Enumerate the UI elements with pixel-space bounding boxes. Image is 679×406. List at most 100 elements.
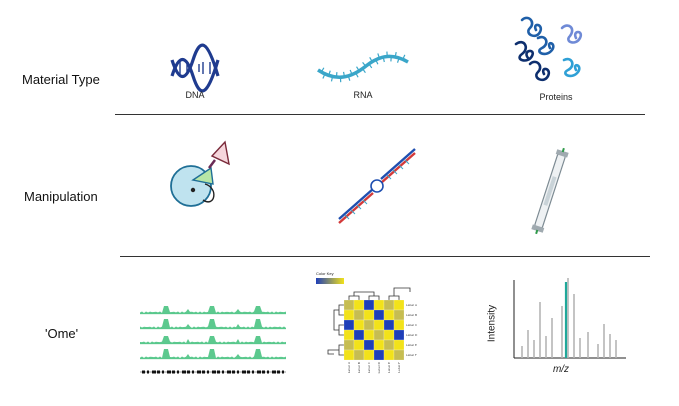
gene-exon — [157, 370, 160, 374]
heatmap-row-label: Label F — [406, 353, 417, 357]
gene-exon — [252, 370, 254, 374]
divider-bottom — [120, 256, 650, 257]
rna-base-tick — [377, 53, 381, 59]
heatmap-cell — [373, 299, 385, 311]
mass-spectrum — [513, 278, 626, 359]
rna-base-tick — [322, 73, 326, 79]
row-label-manipulation: Manipulation — [24, 189, 98, 204]
rna-base-tick — [375, 59, 379, 65]
gene-exon — [147, 370, 149, 374]
heatmap-cell — [363, 329, 375, 341]
heatmap-cell — [383, 319, 395, 331]
heatmap-cell — [353, 329, 365, 341]
heatmap-row-label: Label C — [406, 323, 417, 327]
rna-base-tick — [402, 54, 406, 60]
rna-base-tick — [382, 56, 385, 63]
heatmap-cell — [363, 339, 375, 351]
heatmap-row-label: Label E — [406, 343, 417, 347]
plasmid-vector-icon — [170, 140, 230, 207]
mass-spec-xlabel: m/z — [552, 364, 570, 375]
rna-base-tick — [330, 76, 334, 82]
gene-exon — [257, 370, 261, 374]
heatmap: Label A Label B Label C Label D Label E Label… — [327, 287, 418, 373]
rna-base-tick — [342, 71, 346, 77]
heatmap-row-label: Label B — [406, 313, 417, 317]
gene-exon — [197, 370, 201, 374]
rna-strand-icon — [317, 51, 409, 83]
gene-exon — [172, 370, 175, 374]
gene-exon — [217, 370, 220, 374]
gene-exon — [177, 370, 179, 374]
rna-base-tick — [369, 57, 373, 62]
gene-exon — [262, 370, 265, 374]
gene-exon — [162, 370, 164, 374]
heatmap-cell — [373, 349, 385, 361]
heatmap-cell — [353, 339, 365, 351]
heatmap-cell — [343, 349, 355, 361]
rna-base-tick — [356, 66, 360, 72]
heatmap-cell — [353, 309, 365, 321]
heatmap-cell — [393, 329, 405, 341]
gene-exon — [272, 370, 276, 374]
heatmap-col-label: Label C — [367, 362, 371, 373]
signal-track — [140, 349, 286, 359]
gene-exon — [227, 370, 231, 374]
heatmap-cell — [373, 309, 385, 321]
heatmap-cell — [343, 319, 355, 331]
heatmap-cell — [373, 329, 385, 341]
heatmap-color-key — [316, 278, 344, 284]
syringe-column-icon — [531, 147, 569, 235]
rna-base-tick — [355, 72, 359, 78]
material-label-proteins: Proteins — [539, 92, 573, 102]
gene-exon — [247, 370, 250, 374]
rna-base-tick — [347, 75, 351, 81]
rna-base-tick — [394, 51, 397, 58]
signal-track — [140, 319, 286, 329]
gene-exon — [232, 370, 235, 374]
dendrogram-left — [327, 304, 344, 356]
heatmap-cell — [343, 329, 355, 341]
heatmap-col-label: Label B — [357, 362, 361, 373]
heatmap-cell — [383, 309, 395, 321]
mass-spec-ylabel: Intensity — [486, 304, 498, 343]
gene-exon — [192, 370, 194, 374]
heatmap-cell — [383, 299, 395, 311]
gene-exon — [242, 370, 246, 374]
heatmap-cell — [343, 339, 355, 351]
rna-base-tick — [362, 61, 367, 67]
gene-exon — [222, 370, 224, 374]
heatmap-cell — [343, 309, 355, 321]
heatmap-row-label: Label A — [406, 303, 418, 307]
gene-exon — [202, 370, 205, 374]
heatmap-cell — [393, 319, 405, 331]
heatmap-col-label: Label D — [377, 361, 381, 373]
gene-exon — [277, 370, 280, 374]
gene-exon — [152, 370, 156, 374]
gene-exon — [212, 370, 216, 374]
heatmap-col-label: Label F — [397, 362, 401, 373]
heatmap-cell — [373, 319, 385, 331]
rna-base-tick — [320, 67, 325, 73]
heatmap-cell — [393, 299, 405, 311]
material-label-rna: RNA — [353, 90, 373, 100]
heatmap-cell — [383, 349, 395, 361]
heatmap-cell — [373, 339, 385, 351]
heatmap-cell — [353, 319, 365, 331]
heatmap-cell — [363, 319, 375, 331]
dna-helix-icon — [170, 43, 220, 93]
heatmap-color-key-label: Color Key — [316, 271, 334, 276]
rna-base-tick — [396, 57, 400, 63]
proteins-icon — [514, 16, 583, 82]
gene-exon — [267, 370, 269, 374]
signal-track — [140, 336, 286, 344]
heatmap-cell — [363, 349, 375, 361]
hairpin-rna-icon — [338, 148, 416, 224]
heatmap-cell — [383, 329, 395, 341]
genome-browser-tracks — [126, 296, 288, 378]
heatmap-cell — [343, 299, 355, 311]
gene-exon — [182, 370, 186, 374]
heatmap-row-label: Label D — [406, 333, 418, 337]
heatmap-cell — [393, 309, 405, 321]
gene-exon — [207, 370, 209, 374]
material-label-dna: DNA — [185, 90, 205, 100]
